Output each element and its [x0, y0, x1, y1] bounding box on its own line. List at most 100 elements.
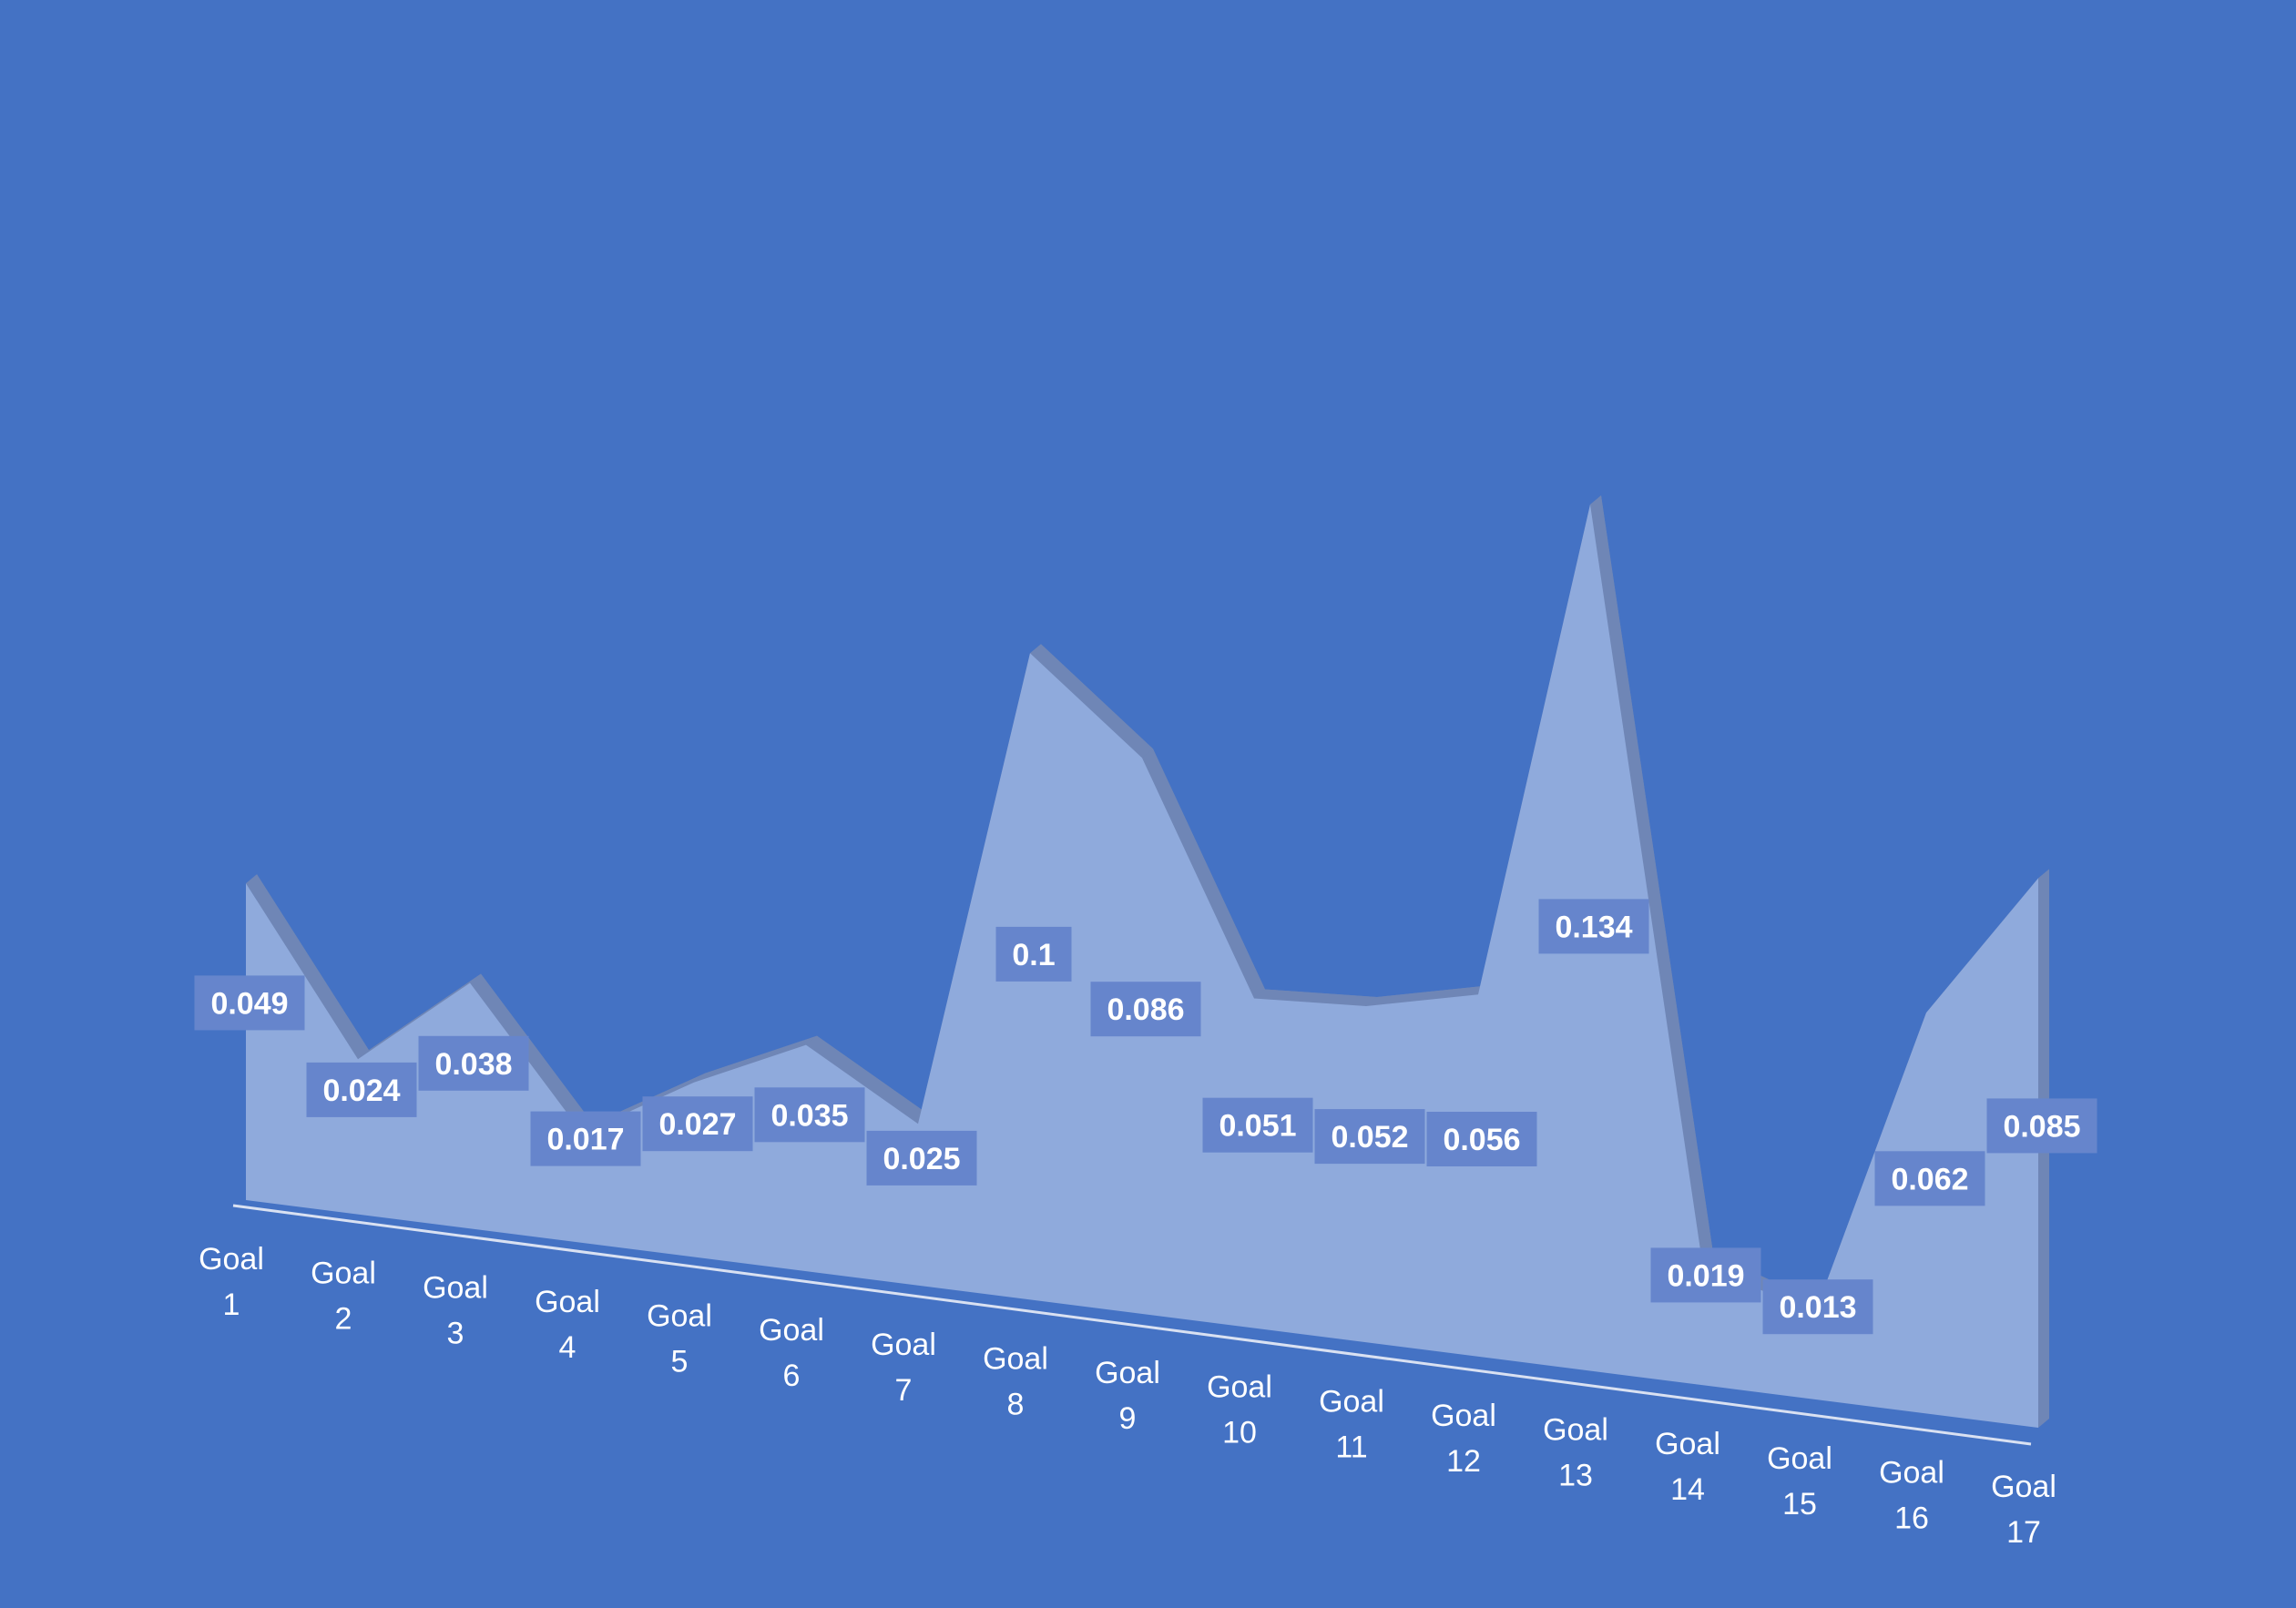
- area-edge-segment-13: [1590, 495, 1713, 1263]
- tick-label-text: 9: [1119, 1401, 1137, 1436]
- data-label-box: [530, 1111, 641, 1166]
- data-label-box: [1090, 982, 1201, 1037]
- tick-label-text: 8: [1007, 1387, 1025, 1421]
- data-label-text: 0.025: [883, 1142, 960, 1176]
- area-edge-segment-9: [1142, 748, 1265, 999]
- area-edge-segment-1: [246, 874, 369, 1060]
- data-point-8: [1030, 653, 1031, 654]
- data-label-box: [995, 926, 1072, 982]
- tick-label-text: Goal: [1655, 1427, 1720, 1461]
- data-label-box: [1314, 1109, 1425, 1165]
- data-label-text: 0.051: [1219, 1109, 1296, 1144]
- data-point-7: [918, 1124, 919, 1125]
- tick-label-text: Goal: [759, 1313, 824, 1348]
- tick-label-text: 13: [1558, 1459, 1593, 1493]
- data-label-4: 0.017: [530, 1111, 641, 1166]
- data-label-box: [418, 1035, 529, 1091]
- tick-label-text: Goal: [311, 1257, 376, 1291]
- data-label-text: 0.086: [1107, 992, 1184, 1027]
- tick-label-text: Goal: [1095, 1356, 1160, 1390]
- data-label-text: 0.062: [1891, 1162, 1968, 1196]
- area-front-layer: [246, 504, 2038, 1428]
- area-edge-segment-11: [1366, 985, 1489, 1006]
- data-label-text: 0.085: [2003, 1109, 2080, 1144]
- data-label-box: [866, 1130, 977, 1186]
- tick-label-text: Goal: [983, 1341, 1048, 1376]
- area-edge-segment-3: [470, 973, 593, 1134]
- data-label-text: 0.134: [1555, 910, 1632, 944]
- data-label-text: 0.056: [1443, 1123, 1520, 1157]
- data-label-15: 0.013: [1762, 1279, 1873, 1335]
- data-point-3: [470, 982, 471, 983]
- tick-label-text: Goal: [535, 1285, 600, 1319]
- tick-label-text: Goal: [1431, 1399, 1496, 1433]
- data-label-text: 0.038: [434, 1047, 512, 1082]
- data-label-14: 0.019: [1650, 1247, 1761, 1303]
- data-label-text: 0.1: [1012, 938, 1055, 972]
- data-point-2: [358, 1059, 359, 1060]
- data-point-11: [1366, 1006, 1367, 1007]
- area-edge-segment-5: [694, 1035, 817, 1083]
- data-label-3: 0.038: [418, 1035, 529, 1091]
- data-point-13: [1590, 504, 1591, 505]
- area-edge-segment-8: [1030, 644, 1153, 758]
- tick-label-6: Goal 6: [759, 1313, 824, 1393]
- tick-label-17: Goal 17: [1991, 1470, 2056, 1550]
- tick-label-7: Goal 7: [871, 1328, 936, 1408]
- tick-label-text: 11: [1335, 1430, 1367, 1464]
- category-axis-line: [232, 1204, 2032, 1446]
- data-label-8: 0.1: [995, 926, 1072, 982]
- tick-label-13: Goal 13: [1543, 1413, 1608, 1493]
- tick-label-text: 14: [1670, 1472, 1705, 1507]
- data-label-text: 0.049: [210, 986, 288, 1021]
- tick-label-4: Goal 4: [535, 1285, 600, 1365]
- tick-label-text: Goal: [423, 1270, 488, 1305]
- data-label-1: 0.049: [194, 975, 305, 1031]
- data-label-box: [1762, 1279, 1873, 1335]
- data-label-box: [754, 1087, 865, 1143]
- data-label-text: 0.027: [658, 1107, 736, 1142]
- data-label-text: 0.013: [1779, 1290, 1856, 1325]
- tick-label-text: 6: [783, 1359, 801, 1393]
- data-label-5: 0.027: [642, 1096, 753, 1152]
- tick-label-text: Goal: [199, 1242, 264, 1277]
- data-label-11: 0.052: [1314, 1109, 1425, 1165]
- data-label-box: [1538, 899, 1649, 954]
- data-label-7: 0.025: [866, 1130, 977, 1186]
- tick-label-text: 5: [671, 1345, 689, 1379]
- area-edge-segment-10: [1254, 989, 1377, 1006]
- tick-label-text: 7: [895, 1373, 913, 1408]
- data-label-box: [194, 975, 305, 1031]
- data-label-2: 0.024: [306, 1062, 417, 1117]
- data-label-box: [1650, 1247, 1761, 1303]
- data-label-box: [1986, 1098, 2097, 1154]
- area-series: [246, 504, 2038, 1428]
- data-point-10: [1254, 998, 1255, 999]
- data-label-box: [1426, 1112, 1537, 1166]
- data-label-text: 0.019: [1667, 1258, 1744, 1293]
- data-label-12: 0.056: [1426, 1112, 1537, 1166]
- tick-label-text: Goal: [647, 1299, 712, 1334]
- tick-label-15: Goal 15: [1767, 1441, 1832, 1521]
- tick-label-5: Goal 5: [647, 1299, 712, 1379]
- tick-label-3: Goal 3: [423, 1270, 488, 1350]
- tick-label-text: 16: [1894, 1501, 1929, 1535]
- data-point-5: [694, 1082, 695, 1083]
- data-label-box: [1202, 1097, 1313, 1153]
- tick-label-text: Goal: [1991, 1470, 2056, 1504]
- data-label-text: 0.017: [546, 1123, 624, 1157]
- data-label-text: 0.035: [770, 1098, 848, 1133]
- data-label-6: 0.035: [754, 1087, 865, 1143]
- tick-label-text: Goal: [1767, 1441, 1832, 1476]
- tick-label-text: 17: [2006, 1515, 2041, 1550]
- tick-label-10: Goal 10: [1207, 1370, 1272, 1450]
- tick-label-14: Goal 14: [1655, 1427, 1720, 1507]
- tick-label-text: 4: [559, 1330, 577, 1365]
- tick-label-9: Goal 9: [1095, 1356, 1160, 1436]
- data-label-10: 0.051: [1202, 1097, 1313, 1153]
- data-label-9: 0.086: [1090, 982, 1201, 1037]
- data-label-16: 0.062: [1874, 1151, 1985, 1206]
- area-edge-segment-6: [806, 1035, 929, 1125]
